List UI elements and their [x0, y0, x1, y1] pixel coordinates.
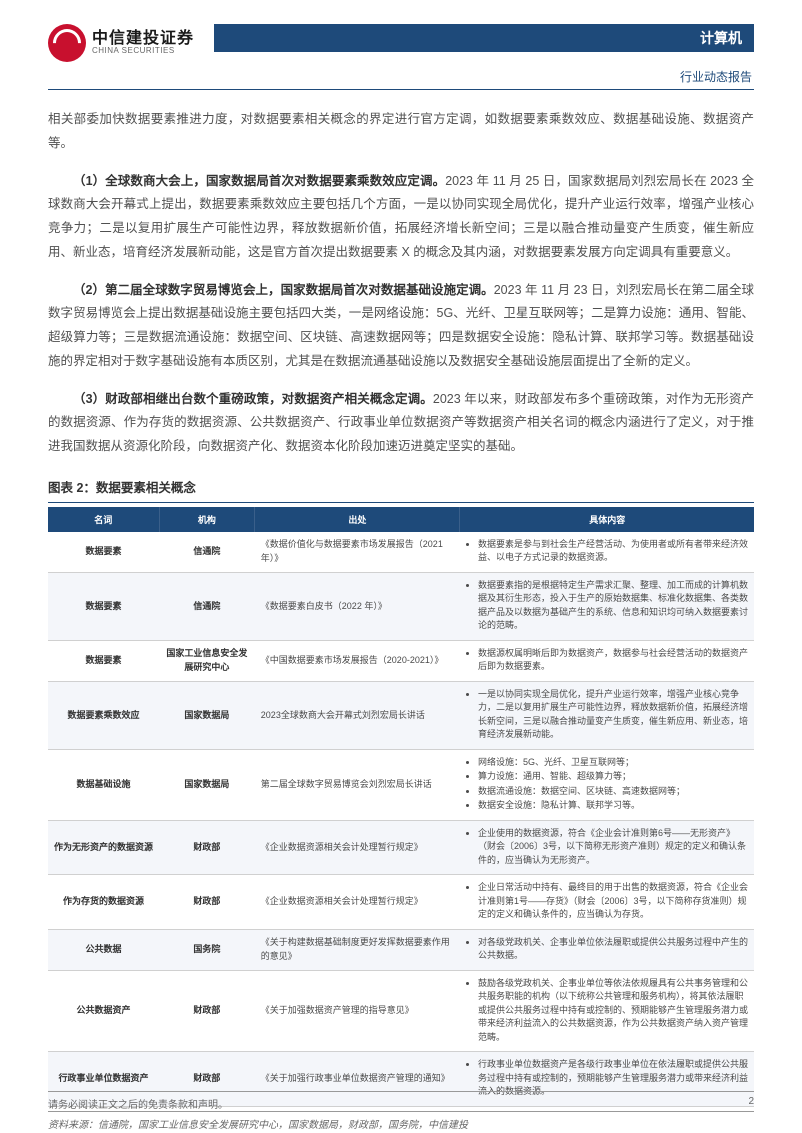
cell-org: 国务院 — [159, 929, 255, 970]
cell-desc: 数据要素是参与到社会生产经营活动、为使用者或所有者带来经济效益、以电子方式记录的… — [460, 532, 754, 573]
desc-item: 算力设施：通用、智能、超级算力等； — [478, 770, 748, 784]
cell-desc: 企业日常活动中持有、最终目的用于出售的数据资源，符合《企业会计准则第1号——存货… — [460, 875, 754, 930]
cell-name: 数据要素 — [48, 640, 159, 681]
desc-item: 数据流通设施：数据空间、区块链、高速数据网等； — [478, 785, 748, 799]
table-row: 数据要素国家工业信息安全发展研究中心《中国数据要素市场发展报告（2020-202… — [48, 640, 754, 681]
cell-desc: 网络设施：5G、光纤、卫星互联网等；算力设施：通用、智能、超级算力等；数据流通设… — [460, 749, 754, 820]
desc-item: 数据要素是参与到社会生产经营活动、为使用者或所有者带来经济效益、以电子方式记录的… — [478, 538, 748, 565]
cell-name: 作为存货的数据资源 — [48, 875, 159, 930]
col-org: 机构 — [159, 507, 255, 532]
cell-name: 数据要素 — [48, 532, 159, 573]
cell-desc: 数据源权属明晰后即为数据资产，数据参与社会经营活动的数据资产后即为数据要素。 — [460, 640, 754, 681]
concepts-table: 名词 机构 出处 具体内容 数据要素信通院《数据价值化与数据要素市场发展报告（2… — [48, 507, 754, 1107]
cell-source: 《数据要素白皮书（2022 年）》 — [255, 572, 460, 640]
col-name: 名词 — [48, 507, 159, 532]
cell-name: 公共数据 — [48, 929, 159, 970]
desc-item: 对各级党政机关、企事业单位依法履职或提供公共服务过程中产生的公共数据。 — [478, 936, 748, 963]
para-3-lead: （3）财政部相继出台数个重磅政策，对数据资产相关概念定调。 — [73, 392, 433, 406]
table-row: 数据要素信通院《数据价值化与数据要素市场发展报告（2021 年）》数据要素是参与… — [48, 532, 754, 573]
table-caption: 图表 2：数据要素相关概念 — [48, 477, 754, 496]
col-desc: 具体内容 — [460, 507, 754, 532]
cell-name: 数据要素 — [48, 572, 159, 640]
table-row: 公共数据国务院《关于构建数据基础制度更好发挥数据要素作用的意见》对各级党政机关、… — [48, 929, 754, 970]
cell-org: 国家数据局 — [159, 681, 255, 749]
cell-source: 《关于加强数据资产管理的指导意见》 — [255, 970, 460, 1052]
cell-desc: 一是以协同实现全局优化，提升产业运行效率，增强产业核心竞争力，二是以复用扩展生产… — [460, 681, 754, 749]
para-2-lead: （2）第二届全球数字贸易博览会上，国家数据局首次对数据基础设施定调。 — [73, 283, 494, 297]
cell-org: 财政部 — [159, 970, 255, 1052]
category-banner: 计算机 — [214, 24, 754, 52]
cell-org: 信通院 — [159, 532, 255, 573]
cell-org: 信通院 — [159, 572, 255, 640]
page-footer: 请务必阅读正文之后的免责条款和声明。 2 — [48, 1091, 754, 1111]
table-caption-line — [48, 502, 754, 503]
logo-text: 中信建投证券 CHINA SECURITIES — [92, 30, 194, 56]
para-3: （3）财政部相继出台数个重磅政策，对数据资产相关概念定调。2023 年以来，财政… — [48, 388, 754, 459]
cell-desc: 鼓励各级党政机关、企事业单位等依法依规履具有公共事务管理和公共服务职能的机构（以… — [460, 970, 754, 1052]
cell-source: 《关于构建数据基础制度更好发挥数据要素作用的意见》 — [255, 929, 460, 970]
cell-source: 《中国数据要素市场发展报告（2020-2021）》 — [255, 640, 460, 681]
logo-cn: 中信建投证券 — [92, 30, 194, 48]
table-row: 公共数据资产财政部《关于加强数据资产管理的指导意见》鼓励各级党政机关、企事业单位… — [48, 970, 754, 1052]
cell-source: 第二届全球数字贸易博览会刘烈宏局长讲话 — [255, 749, 460, 820]
para-1: （1）全球数商大会上，国家数据局首次对数据要素乘数效应定调。2023 年 11 … — [48, 170, 754, 265]
para-2: （2）第二届全球数字贸易博览会上，国家数据局首次对数据基础设施定调。2023 年… — [48, 279, 754, 374]
logo-en: CHINA SECURITIES — [92, 47, 194, 56]
cell-name: 数据基础设施 — [48, 749, 159, 820]
desc-item: 网络设施：5G、光纤、卫星互联网等； — [478, 756, 748, 770]
table-head-row: 名词 机构 出处 具体内容 — [48, 507, 754, 532]
intro-paragraph: 相关部委加快数据要素推进力度，对数据要素相关概念的界定进行官方定调，如数据要素乘… — [48, 108, 754, 156]
cell-desc: 企业使用的数据资源，符合《企业会计准则第6号——无形资产》（财会〔2006〕3号… — [460, 820, 754, 875]
desc-item: 鼓励各级党政机关、企事业单位等依法依规履具有公共事务管理和公共服务职能的机构（以… — [478, 977, 748, 1045]
para-1-lead: （1）全球数商大会上，国家数据局首次对数据要素乘数效应定调。 — [73, 174, 445, 188]
desc-item: 数据安全设施：隐私计算、联邦学习等。 — [478, 799, 748, 813]
table-row: 数据基础设施国家数据局第二届全球数字贸易博览会刘烈宏局长讲话网络设施：5G、光纤… — [48, 749, 754, 820]
table-row: 数据要素乘数效应国家数据局2023全球数商大会开幕式刘烈宏局长讲话一是以协同实现… — [48, 681, 754, 749]
cell-org: 国家数据局 — [159, 749, 255, 820]
table-body: 数据要素信通院《数据价值化与数据要素市场发展报告（2021 年）》数据要素是参与… — [48, 532, 754, 1107]
desc-item: 数据要素指的是根据特定生产需求汇聚、整理、加工而成的计算机数据及其衍生形态，投入… — [478, 579, 748, 633]
desc-item: 企业使用的数据资源，符合《企业会计准则第6号——无形资产》（财会〔2006〕3号… — [478, 827, 748, 868]
cell-org: 国家工业信息安全发展研究中心 — [159, 640, 255, 681]
page-header: 中信建投证券 CHINA SECURITIES 计算机 — [48, 24, 754, 62]
table-source: 资料来源：信通院，国家工业信息安全发展研究中心，国家数据局，财政部，国务院，中信… — [48, 1116, 754, 1131]
cell-name: 数据要素乘数效应 — [48, 681, 159, 749]
cell-name: 作为无形资产的数据资源 — [48, 820, 159, 875]
table-head: 名词 机构 出处 具体内容 — [48, 507, 754, 532]
cell-source: 《企业数据资源相关会计处理暂行规定》 — [255, 875, 460, 930]
cell-name: 公共数据资产 — [48, 970, 159, 1052]
header-divider — [48, 89, 754, 90]
cell-desc: 对各级党政机关、企事业单位依法履职或提供公共服务过程中产生的公共数据。 — [460, 929, 754, 970]
table-row: 数据要素信通院《数据要素白皮书（2022 年）》数据要素指的是根据特定生产需求汇… — [48, 572, 754, 640]
cell-source: 2023全球数商大会开幕式刘烈宏局长讲话 — [255, 681, 460, 749]
logo-block: 中信建投证券 CHINA SECURITIES — [48, 24, 194, 62]
desc-item: 一是以协同实现全局优化，提升产业运行效率，增强产业核心竞争力，二是以复用扩展生产… — [478, 688, 748, 742]
cell-org: 财政部 — [159, 875, 255, 930]
cell-source: 《企业数据资源相关会计处理暂行规定》 — [255, 820, 460, 875]
logo-icon — [48, 24, 86, 62]
footer-disclaimer: 请务必阅读正文之后的免责条款和声明。 — [48, 1096, 228, 1111]
table-row: 作为无形资产的数据资源财政部《企业数据资源相关会计处理暂行规定》企业使用的数据资… — [48, 820, 754, 875]
cell-source: 《数据价值化与数据要素市场发展报告（2021 年）》 — [255, 532, 460, 573]
report-type: 行业动态报告 — [48, 68, 754, 85]
footer-page-number: 2 — [748, 1096, 754, 1111]
table-row: 作为存货的数据资源财政部《企业数据资源相关会计处理暂行规定》企业日常活动中持有、… — [48, 875, 754, 930]
page-container: 中信建投证券 CHINA SECURITIES 计算机 行业动态报告 相关部委加… — [0, 0, 802, 1131]
col-src: 出处 — [255, 507, 460, 532]
cell-org: 财政部 — [159, 820, 255, 875]
cell-desc: 数据要素指的是根据特定生产需求汇聚、整理、加工而成的计算机数据及其衍生形态，投入… — [460, 572, 754, 640]
desc-item: 企业日常活动中持有、最终目的用于出售的数据资源，符合《企业会计准则第1号——存货… — [478, 881, 748, 922]
header-right: 计算机 — [214, 24, 754, 52]
desc-item: 数据源权属明晰后即为数据资产，数据参与社会经营活动的数据资产后即为数据要素。 — [478, 647, 748, 674]
